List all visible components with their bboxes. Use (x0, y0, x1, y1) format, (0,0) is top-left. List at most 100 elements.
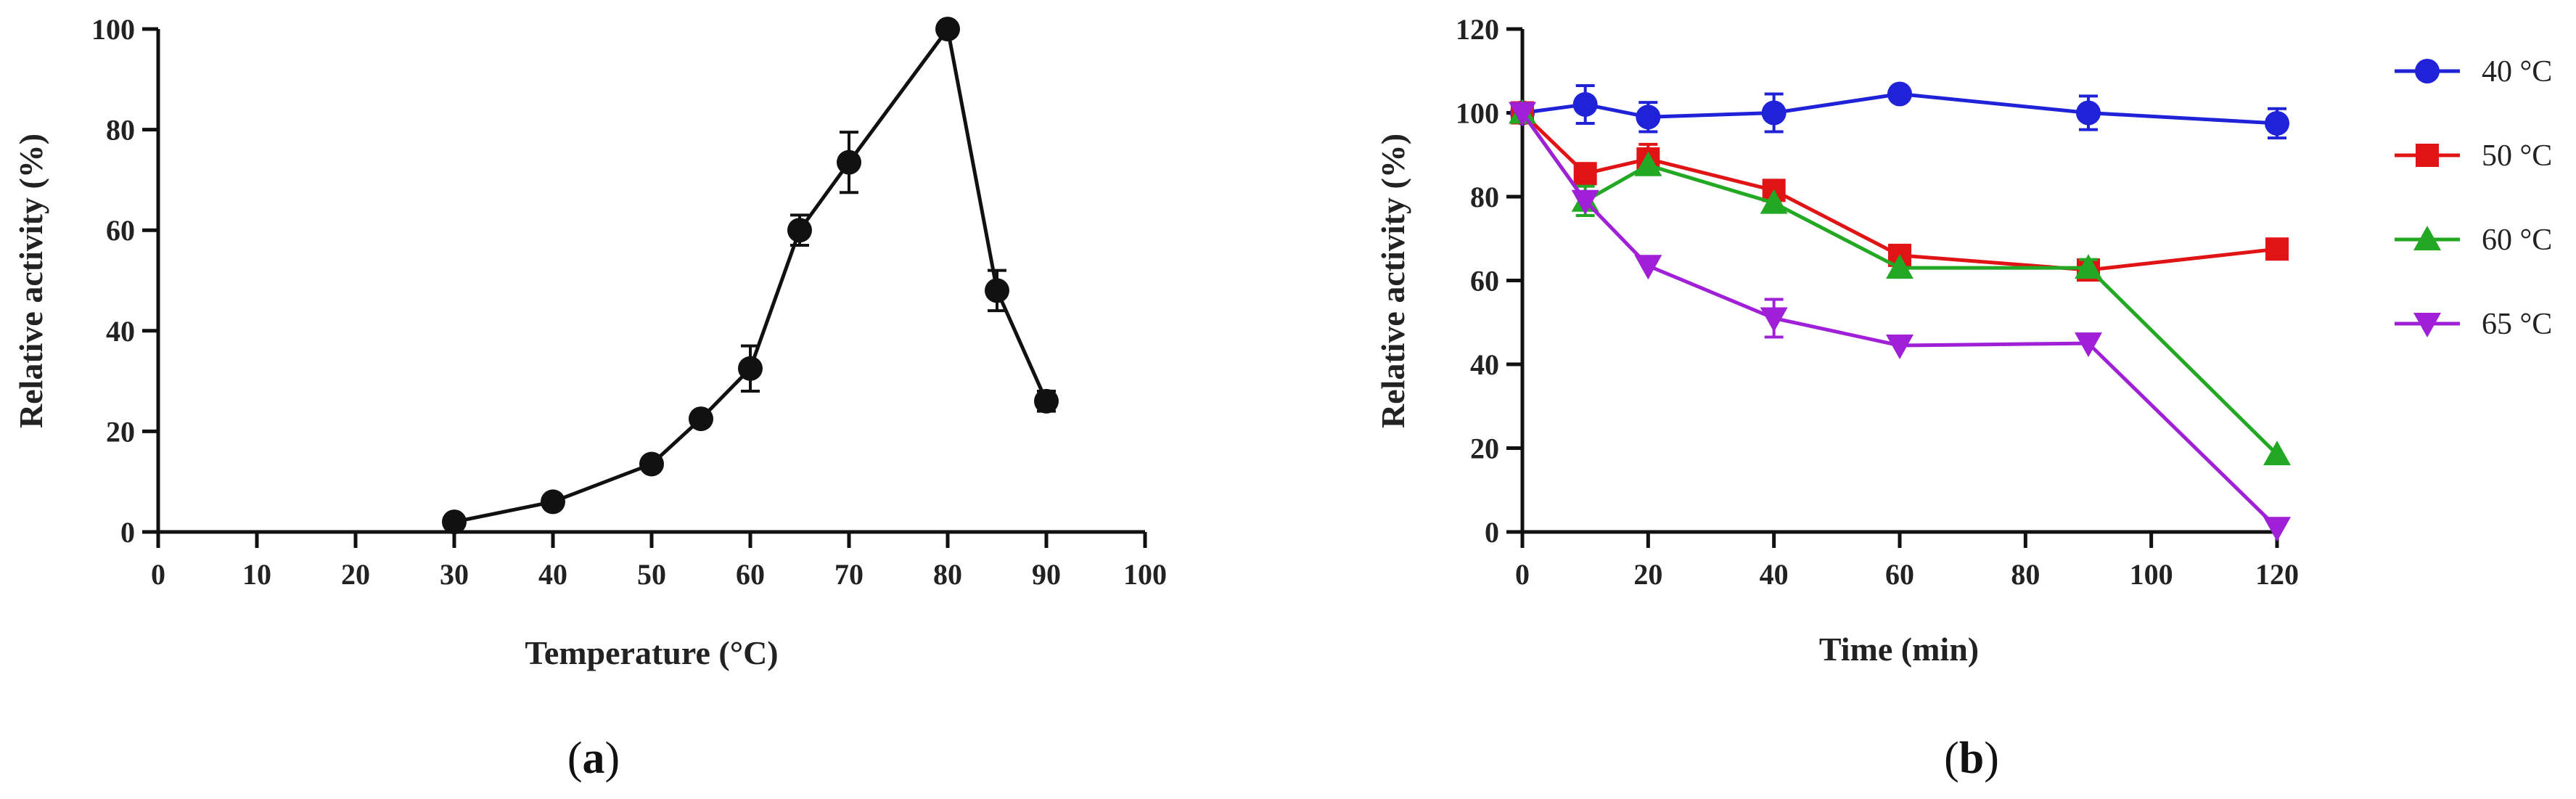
legend-label: 60 °C (2482, 224, 2552, 257)
series-b (1509, 81, 2291, 542)
panel-label-b-letter: b (1959, 734, 1984, 783)
data-point (2075, 332, 2102, 358)
y-ticks-b: 0 20 40 60 80 100 120 (1456, 13, 1522, 549)
legend-label: 40 °C (2482, 55, 2552, 89)
y-tick-label-b: 120 (1456, 13, 1499, 46)
data-point (1571, 189, 1599, 215)
data-point (1034, 388, 1059, 414)
legend-item-1: 50 °C (2395, 139, 2552, 173)
legend-marker (2415, 59, 2440, 83)
x-ticks-a: 0 10 20 30 40 50 60 70 80 90 100 (151, 532, 1167, 591)
x-tick-label-b: 120 (2255, 558, 2299, 591)
panel-label-b-open: ( (1944, 734, 1959, 783)
data-point (2265, 110, 2289, 136)
data-point (1887, 81, 1912, 107)
x-tick-label-a: 10 (242, 558, 271, 591)
chart-a: 0 20 40 60 80 100 0 10 20 30 40 50 60 70 80 90 100 Temp… (12, 13, 1167, 783)
legend-marker (2416, 144, 2439, 167)
data-point (1509, 102, 1536, 127)
panel-label-a-letter: a (583, 734, 605, 783)
x-tick-label-b: 80 (2011, 558, 2040, 591)
chart-b: 0 20 40 60 80 100 120 0 20 40 60 80 100 120 Time (mi… (1374, 13, 2552, 783)
y-tick-label-a: 100 (91, 13, 135, 46)
legend-item-0: 40 °C (2395, 55, 2552, 89)
data-point (1636, 105, 1661, 130)
data-point (1760, 189, 1788, 214)
x-tick-label-a: 40 (538, 558, 567, 591)
data-point (639, 451, 664, 477)
y-tick-label-a: 20 (106, 415, 135, 448)
data-point (1634, 151, 1662, 176)
data-point (689, 406, 713, 432)
x-axis-label-b: Time (min) (1819, 631, 1979, 668)
legend-item-2: 60 °C (2395, 224, 2552, 257)
x-tick-label-b: 40 (1760, 558, 1789, 591)
y-tick-label-b: 20 (1470, 433, 1499, 465)
series-a (442, 17, 1059, 535)
x-tick-label-a: 80 (933, 558, 962, 591)
series-b-0 (1510, 81, 2289, 140)
y-tick-label-a: 0 (120, 516, 135, 549)
panel-label-a-close: ) (605, 734, 620, 783)
x-tick-label-a: 100 (1123, 558, 1167, 591)
x-tick-label-a: 20 (341, 558, 370, 591)
y-tick-label-a: 60 (106, 214, 135, 247)
x-tick-label-a: 30 (440, 558, 469, 591)
legend-marker (2413, 226, 2441, 250)
y-tick-label-b: 80 (1470, 181, 1499, 213)
x-tick-label-a: 90 (1032, 558, 1061, 591)
data-point (2263, 517, 2291, 542)
panel-label-b: (b) (1944, 734, 1999, 783)
data-point (738, 356, 763, 381)
legend-label: 50 °C (2482, 139, 2552, 173)
x-tick-label-a: 50 (637, 558, 666, 591)
data-point (985, 278, 1009, 303)
x-tick-label-b: 100 (2130, 558, 2173, 591)
data-point (442, 509, 467, 535)
y-axis-label-a: Relative activity (%) (12, 134, 49, 428)
data-point (1573, 162, 1597, 186)
legend-b: 40 °C 50 °C 60 °C 65 °C (2395, 55, 2552, 341)
data-point (2265, 237, 2289, 261)
y-tick-label-a: 80 (106, 114, 135, 147)
data-point (1886, 254, 1913, 279)
x-tick-label-a: 0 (151, 558, 165, 591)
data-point (1761, 100, 1787, 126)
y-tick-label-a: 40 (106, 315, 135, 348)
series-b-3 (1509, 102, 2291, 542)
y-ticks-a: 0 20 40 60 80 100 (91, 13, 158, 549)
data-point (935, 17, 960, 41)
x-tick-label-b: 60 (1885, 558, 1914, 591)
data-point (837, 149, 861, 175)
y-axis-label-b: Relative activity (%) (1374, 134, 1411, 428)
data-point (541, 489, 565, 515)
x-tick-label-b: 0 (1515, 558, 1530, 591)
panel-label-a: (a) (567, 734, 620, 783)
x-ticks-b: 0 20 40 60 80 100 120 (1515, 532, 2299, 591)
series-line (454, 27, 1049, 524)
data-point (1634, 255, 1662, 280)
x-axis-label-a: Temperature (°C) (525, 634, 778, 671)
y-tick-label-b: 60 (1470, 265, 1499, 298)
x-tick-label-a: 70 (834, 558, 864, 591)
legend-item-3: 65 °C (2395, 308, 2552, 341)
series-a-0 (442, 17, 1059, 535)
y-tick-label-b: 100 (1456, 97, 1499, 130)
panel-label-a-open: ( (567, 734, 583, 783)
series-line (1520, 112, 2278, 456)
x-tick-label-b: 20 (1633, 558, 1662, 591)
data-point (2263, 441, 2291, 466)
data-point (1572, 91, 1598, 117)
data-point (787, 218, 812, 243)
data-point (2075, 254, 2102, 279)
series-b-2 (1509, 99, 2291, 466)
y-tick-label-b: 40 (1470, 348, 1499, 381)
data-point (1886, 335, 1913, 360)
x-tick-label-a: 60 (736, 558, 765, 591)
data-point (1760, 307, 1788, 332)
legend-marker (2413, 313, 2441, 337)
legend-label: 65 °C (2482, 308, 2552, 341)
y-tick-label-b: 0 (1485, 516, 1499, 549)
panel-label-b-close: ) (1984, 734, 1999, 783)
